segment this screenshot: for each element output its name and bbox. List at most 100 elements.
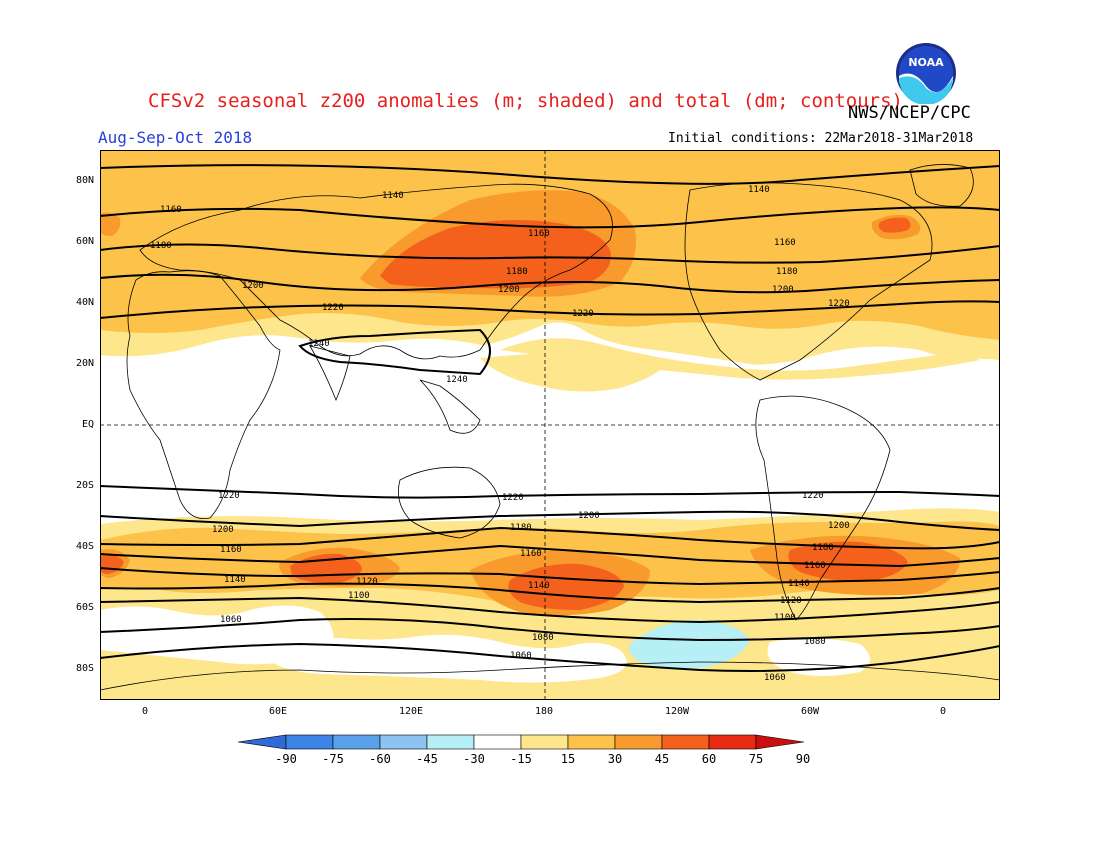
contour-label: 1140 xyxy=(224,575,246,585)
lat-label-80s: 80S xyxy=(75,663,94,674)
colorbar-label: -30 xyxy=(463,752,485,766)
colorbar-cell xyxy=(708,734,757,750)
contour-label: 1080 xyxy=(804,637,826,647)
colorbar-label: -60 xyxy=(369,752,391,766)
lon-label-180: 180 xyxy=(534,706,554,717)
lat-label-20n: 20N xyxy=(75,358,94,369)
anomaly-map: 1140 1140 1160 1160 1160 1180 1180 1180 … xyxy=(100,150,1000,700)
contour-label: 1240 xyxy=(308,339,330,349)
colorbar-label: 60 xyxy=(701,752,717,766)
contour-label: 1180 xyxy=(812,543,834,553)
contour-label: 1160 xyxy=(160,205,182,215)
coast-greenland xyxy=(909,164,974,207)
contour-label: 1160 xyxy=(804,561,826,571)
initial-conditions: Initial conditions: 22Mar2018-31Mar2018 xyxy=(668,131,974,146)
coast-africa-europe xyxy=(126,270,281,519)
colorbar-cell xyxy=(614,734,663,750)
agency-label: NWS/NCEP/CPC xyxy=(848,103,971,123)
nh-shade-45-west xyxy=(100,212,121,236)
contour-label: 1220 xyxy=(828,299,850,309)
contour-label: 1060 xyxy=(220,615,242,625)
nh-shade-60-atl xyxy=(878,217,911,233)
lon-label-0-east: 0 xyxy=(939,706,947,717)
colorbar-label: 15 xyxy=(560,752,576,766)
contour-label: 1240 xyxy=(446,375,468,385)
contour-1240-loop xyxy=(298,328,491,376)
colorbar-cell xyxy=(567,734,616,750)
contour-1220-s xyxy=(100,485,1000,499)
colorbar xyxy=(238,734,805,750)
contour-label: 1220 xyxy=(572,309,594,319)
contour-label: 1180 xyxy=(776,267,798,277)
map-title: CFSv2 seasonal z200 anomalies (m; shaded… xyxy=(148,90,903,112)
coast-antarctica xyxy=(100,661,1000,691)
sh-shade-neg15 xyxy=(629,620,750,669)
forecast-period: Aug-Sep-Oct 2018 xyxy=(98,128,253,147)
contour-1120-s xyxy=(100,582,1000,604)
contour-label: 1200 xyxy=(498,285,520,295)
coast-south-america xyxy=(755,395,891,621)
contour-label: 1160 xyxy=(774,238,796,248)
lon-label-120w: 120W xyxy=(664,706,690,717)
lon-label-60w: 60W xyxy=(800,706,820,717)
tropics-shade-15b xyxy=(480,351,670,392)
colorbar-label: -75 xyxy=(322,752,344,766)
sh-white-gap-2 xyxy=(260,634,627,683)
noaa-logo-text: NOAA xyxy=(908,56,944,69)
lon-label-0-west: 0 xyxy=(141,706,149,717)
contour-label: 1200 xyxy=(828,521,850,531)
lon-label-120e: 120E xyxy=(398,706,424,717)
colorbar-label: -90 xyxy=(275,752,297,766)
contour-label: 1140 xyxy=(382,191,404,201)
colorbar-cell xyxy=(520,734,569,750)
contour-1220-n xyxy=(100,300,1000,319)
lat-label-20s: 20S xyxy=(75,480,94,491)
colorbar-label: 30 xyxy=(607,752,623,766)
colorbar-cell xyxy=(473,734,522,750)
colorbar-cell xyxy=(426,734,475,750)
coast-seasia xyxy=(419,379,481,434)
contour-label: 1220 xyxy=(802,491,824,501)
noaa-logo: NOAA xyxy=(896,43,956,104)
coast-india xyxy=(309,345,351,402)
contour-label: 1120 xyxy=(356,577,378,587)
contour-label: 1200 xyxy=(212,525,234,535)
colorbar-label: 90 xyxy=(795,752,811,766)
coast-australia xyxy=(397,466,501,539)
contour-label: 1200 xyxy=(578,511,600,521)
contour-label: 1140 xyxy=(788,579,810,589)
colorbar-label: -45 xyxy=(416,752,438,766)
colorbar-cell xyxy=(332,734,381,750)
coast-north-america xyxy=(684,182,933,381)
contour-label: 1100 xyxy=(348,591,370,601)
contour-label: 1180 xyxy=(150,241,172,251)
contour-1100-s xyxy=(100,596,1000,624)
contour-1080-s xyxy=(100,618,1000,642)
contour-1140-n xyxy=(100,164,1000,185)
contour-label: 1060 xyxy=(764,673,786,683)
colorbar-label: 45 xyxy=(654,752,670,766)
contour-label: 1200 xyxy=(242,281,264,291)
lat-label-40s: 40S xyxy=(75,541,94,552)
height-contours xyxy=(100,164,1000,672)
colorbar-label: -15 xyxy=(510,752,532,766)
colorbar-arrow-low xyxy=(238,734,287,750)
lat-label-60n: 60N xyxy=(75,236,94,247)
contour-label: 1140 xyxy=(528,581,550,591)
contour-label: 1220 xyxy=(322,303,344,313)
contour-label: 1160 xyxy=(520,549,542,559)
contour-label: 1140 xyxy=(748,185,770,195)
lat-label-80n: 80N xyxy=(75,175,94,186)
lat-label-60s: 60S xyxy=(75,602,94,613)
contour-1200-s xyxy=(100,510,1000,531)
contour-label: 1180 xyxy=(510,523,532,533)
sh-shade-60-c xyxy=(788,541,908,582)
contour-1160-s xyxy=(100,544,1000,568)
contour-label: 1160 xyxy=(528,229,550,239)
coastlines xyxy=(100,164,1000,691)
lat-label-eq: EQ xyxy=(81,419,94,430)
contour-label: 1200 xyxy=(772,285,794,295)
colorbar-cells xyxy=(238,734,805,750)
contour-1180-s xyxy=(100,526,1000,550)
contour-1200-n xyxy=(100,273,1000,294)
